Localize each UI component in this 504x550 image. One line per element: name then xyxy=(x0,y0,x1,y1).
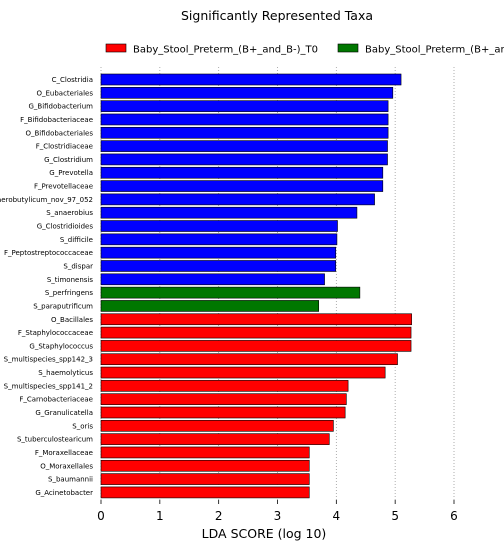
category-label-g-staphylococcus: G_Staphylococcus xyxy=(29,342,93,350)
bar-g-staphylococcus xyxy=(100,340,412,352)
bar-f-carnobacteriaceae xyxy=(100,393,347,405)
bar-f-prevotellaceae xyxy=(100,180,384,192)
chart-title: Significantly Represented Taxa xyxy=(181,8,373,23)
legend: Baby_Stool_Preterm_(B+_and_B-)_T0 Baby_St… xyxy=(105,43,504,56)
category-label-f-peptostreptococcaceae: F_Peptostreptococcaceae xyxy=(4,249,93,257)
category-label-s-haemolyticus: S_haemolyticus xyxy=(38,369,93,377)
category-label-g-granulicatella: G_Granulicatella xyxy=(35,409,93,417)
category-label-o-bacillales: O_Bacillales xyxy=(51,316,93,324)
bar-s-tuberculostearicum xyxy=(100,433,330,445)
category-label-g-bifidobacterium: G_Bifidobacterium xyxy=(28,103,93,111)
category-label-o-eubacteriales: O_Eubacteriales xyxy=(36,89,93,97)
legend-swatch-1 xyxy=(337,43,359,53)
bar-s-anaerobutylicum-nov-97-052 xyxy=(100,193,375,206)
bar-s-paraputrificum xyxy=(100,300,319,312)
category-label-f-clostridiaceae: F_Clostridiaceae xyxy=(36,143,93,151)
bars xyxy=(100,73,412,499)
bar-s-difficile xyxy=(100,233,338,246)
category-label-s-timonensis: S_timonensis xyxy=(47,276,94,284)
x-tick-label-2: 2 xyxy=(215,509,223,523)
bar-s-oris xyxy=(100,420,334,432)
category-label-f-moraxellaceae: F_Moraxellaceae xyxy=(35,449,93,457)
category-label-s-tuberculostearicum: S_tuberculostearicum xyxy=(17,436,93,444)
x-tick-label-6: 6 xyxy=(450,509,458,523)
bar-s-perfringens xyxy=(100,286,361,299)
bar-g-clostridium xyxy=(100,153,388,166)
category-label-s-oris: S_oris xyxy=(72,422,93,430)
category-labels: C_Clostridia O_Eubacteriales G_Bifidobacte… xyxy=(0,76,93,497)
category-label-s-perfringens: S_perfringens xyxy=(45,289,93,297)
bar-o-moraxellales xyxy=(100,459,310,472)
category-label-s-multispecies-spp142-3: S_multispecies_spp142_3 xyxy=(4,356,93,364)
bar-c-clostridia xyxy=(100,73,402,86)
bar-o-bifidobacteriales xyxy=(100,126,389,139)
category-label-f-carnobacteriaceae: F_Carnobacteriaceae xyxy=(19,396,93,404)
bar-g-acinetobacter xyxy=(100,486,310,499)
bar-f-moraxellaceae xyxy=(100,446,310,459)
x-tick-label-1: 1 xyxy=(156,509,164,523)
category-label-s-baumannii: S_baumannii xyxy=(48,476,93,484)
x-tick-label-4: 4 xyxy=(333,509,341,523)
category-label-s-difficile: S_difficile xyxy=(60,236,93,244)
bar-f-bifidobacteriaceae xyxy=(100,113,389,126)
x-axis-label: LDA SCORE (log 10) xyxy=(202,526,327,541)
category-label-f-bifidobacteriaceae: F_Bifidobacteriaceae xyxy=(20,116,93,124)
bar-f-peptostreptococcaceae xyxy=(100,246,337,259)
bar-g-granulicatella xyxy=(100,406,346,419)
category-label-o-bifidobacteriales: O_Bifidobacteriales xyxy=(25,129,93,137)
x-tick-label-3: 3 xyxy=(274,509,282,523)
x-tick-label-0: 0 xyxy=(97,509,105,523)
bar-s-timonensis xyxy=(100,273,325,286)
bar-f-clostridiaceae xyxy=(100,140,388,152)
bar-f-staphylococcaceae xyxy=(100,326,412,339)
bar-g-prevotella xyxy=(100,166,384,179)
legend-label-1: Baby_Stool_Preterm_(B+_and_B-)_T1 xyxy=(365,45,504,56)
category-label-g-clostridioides: G_Clostridioides xyxy=(37,223,94,231)
bar-s-multispecies-spp141-2 xyxy=(100,380,349,392)
category-label-c-clostridia: C_Clostridia xyxy=(52,76,93,84)
bar-s-baumannii xyxy=(100,473,310,485)
category-label-s-anaerobutylicum-nov-97-052: S_anaerobutylicum_nov_97_052 xyxy=(0,196,93,204)
bar-o-eubacteriales xyxy=(100,87,394,99)
bar-g-bifidobacterium xyxy=(100,100,389,112)
category-label-s-anaerobius: S_anaerobius xyxy=(46,209,93,217)
bar-g-clostridioides xyxy=(100,220,338,232)
category-label-g-prevotella: G_Prevotella xyxy=(49,169,93,177)
category-label-g-acinetobacter: G_Acinetobacter xyxy=(35,489,93,497)
category-label-g-clostridium: G_Clostridium xyxy=(44,156,93,164)
category-label-o-moraxellales: O_Moraxellales xyxy=(40,462,93,470)
legend-label-0: Baby_Stool_Preterm_(B+_and_B-)_T0 xyxy=(133,45,318,56)
category-label-s-paraputrificum: S_paraputrificum xyxy=(33,302,93,310)
category-label-f-staphylococcaceae: F_Staphylococcaceae xyxy=(18,329,93,337)
bar-o-bacillales xyxy=(100,313,412,326)
x-tick-label-5: 5 xyxy=(391,509,399,523)
bar-s-multispecies-spp142-3 xyxy=(100,353,398,366)
category-label-s-dispar: S_dispar xyxy=(63,262,93,270)
x-ticks: 0 1 2 3 4 5 6 xyxy=(97,500,458,523)
legend-swatch-0 xyxy=(105,43,127,53)
bar-s-anaerobius xyxy=(100,206,358,219)
category-label-s-multispecies-spp141-2: S_multispecies_spp141_2 xyxy=(4,382,93,390)
bar-s-dispar xyxy=(100,260,337,272)
bar-s-haemolyticus xyxy=(100,366,386,379)
category-label-f-prevotellaceae: F_Prevotellaceae xyxy=(34,183,93,191)
